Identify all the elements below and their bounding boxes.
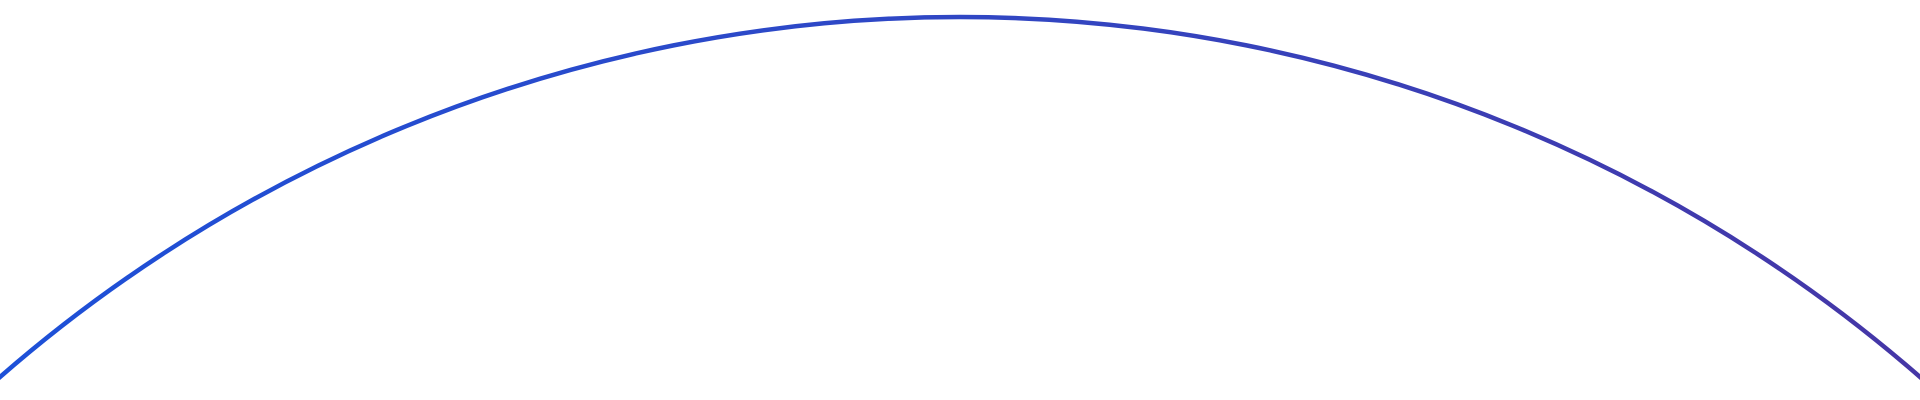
decorative-arc [0, 14, 1920, 381]
